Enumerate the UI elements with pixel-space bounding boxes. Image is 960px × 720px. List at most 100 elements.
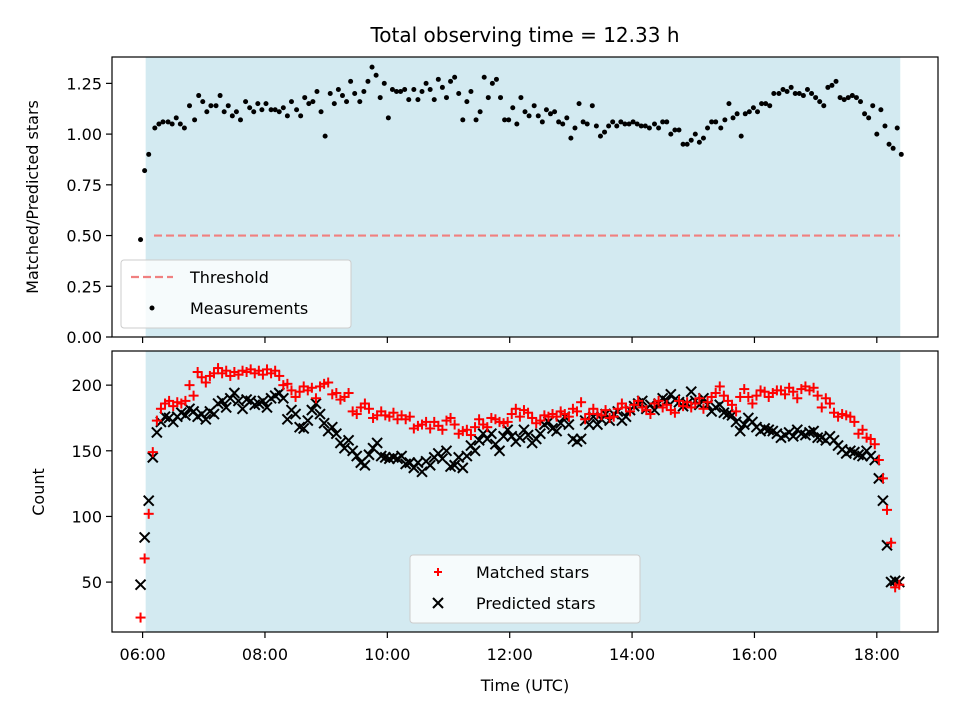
measurement-point	[477, 109, 483, 115]
predicted-point	[787, 430, 799, 443]
matched-point	[739, 384, 750, 395]
bottom-panel: 50 100 150 200 06:00 08:00 10:00 12:00 14:00 16:0…	[29, 350, 939, 695]
measurement-point	[788, 84, 794, 90]
measurement-point	[196, 93, 202, 99]
measurement-point	[510, 105, 516, 111]
matched-point	[506, 409, 517, 420]
measurement-point	[419, 88, 425, 94]
matched-point	[180, 395, 191, 406]
measurement-point	[187, 103, 193, 109]
measurement-point	[344, 99, 350, 105]
measurement-point	[713, 119, 719, 125]
x-tick-label: 12:00	[487, 645, 533, 664]
matched-point	[155, 403, 166, 414]
measurement-point	[489, 80, 495, 86]
matched-point	[669, 407, 680, 418]
measurement-point	[456, 91, 462, 97]
measurement-point	[874, 131, 880, 137]
measurement-point	[506, 117, 512, 123]
matched-point	[359, 398, 370, 409]
predicted-point	[730, 416, 742, 428]
matched-point	[731, 406, 742, 417]
measurement-point	[841, 97, 847, 103]
measurement-point	[672, 127, 678, 133]
measurement-point	[572, 125, 578, 131]
measurement-point	[369, 64, 375, 70]
predicted-point	[440, 445, 453, 457]
matched-point	[576, 397, 587, 408]
measurement-point	[233, 109, 239, 115]
measurement-point	[377, 95, 383, 101]
measurement-point	[352, 91, 358, 97]
predicted-point	[298, 422, 310, 435]
predicted-point	[151, 426, 163, 439]
measurements-series	[138, 64, 904, 243]
matched-point	[727, 399, 738, 410]
measurement-point	[251, 109, 257, 115]
predicted-point	[493, 445, 506, 457]
bottom-y-tick-label: 150	[71, 442, 102, 461]
measurement-point	[522, 109, 528, 115]
predicted-point	[281, 413, 294, 425]
measurement-point	[539, 119, 545, 125]
matched-point	[673, 395, 684, 406]
top-y-tick-label: 0.00	[66, 328, 102, 347]
measurement-point	[792, 91, 798, 97]
predicted-point	[143, 494, 155, 507]
measurement-point	[776, 91, 782, 97]
matched-point	[363, 403, 374, 414]
matched-point	[808, 382, 819, 393]
x-tick-label: 16:00	[731, 645, 777, 664]
legend-matched-label: Matched stars	[476, 563, 589, 582]
measurement-point	[660, 119, 666, 125]
predicted-point	[138, 531, 151, 544]
measurement-point	[411, 86, 417, 92]
measurement-point	[169, 121, 175, 127]
measurement-point	[866, 115, 872, 121]
measurement-point	[890, 145, 896, 151]
measurement-point	[373, 72, 379, 78]
measurement-point	[177, 121, 183, 127]
matched-point	[812, 390, 823, 401]
top-legend-box	[120, 259, 352, 329]
measurement-point	[718, 125, 724, 131]
measurement-point	[676, 127, 682, 133]
measurement-point	[217, 93, 223, 99]
measurement-point	[692, 131, 698, 137]
matched-point	[425, 423, 436, 434]
matched-point	[200, 377, 211, 388]
measurement-point	[580, 119, 586, 125]
predicted-point	[342, 434, 355, 446]
predicted-point	[147, 451, 159, 464]
measurement-point	[796, 91, 802, 97]
measurement-point	[435, 76, 441, 82]
top-legend: Threshold Measurements	[120, 259, 352, 329]
measurement-point	[365, 78, 371, 84]
bottom-y-tick-label: 100	[71, 507, 102, 526]
measurement-point	[526, 113, 532, 119]
measurement-point	[204, 109, 210, 115]
measurement-point	[331, 101, 337, 107]
matched-point	[690, 398, 701, 409]
measurement-point	[684, 141, 690, 147]
predicted-point	[359, 459, 371, 471]
predicted-point	[563, 418, 575, 431]
measurement-point	[348, 78, 354, 84]
predicted-point	[351, 450, 363, 462]
measurement-point	[402, 86, 408, 92]
matched-point	[147, 447, 158, 458]
measurement-point	[452, 74, 458, 80]
measurement-point	[560, 121, 566, 127]
measurement-point	[485, 95, 491, 101]
matched-point	[306, 382, 317, 393]
matched-point	[461, 424, 472, 435]
matched-point	[213, 363, 224, 374]
matched-point	[188, 390, 199, 401]
matched-point	[580, 414, 591, 425]
measurement-point	[894, 125, 900, 131]
matched-point	[563, 411, 574, 422]
measurement-point	[763, 101, 769, 107]
measurement-point	[882, 123, 888, 129]
bottom-legend: Matched stars Predicted stars	[409, 554, 641, 624]
